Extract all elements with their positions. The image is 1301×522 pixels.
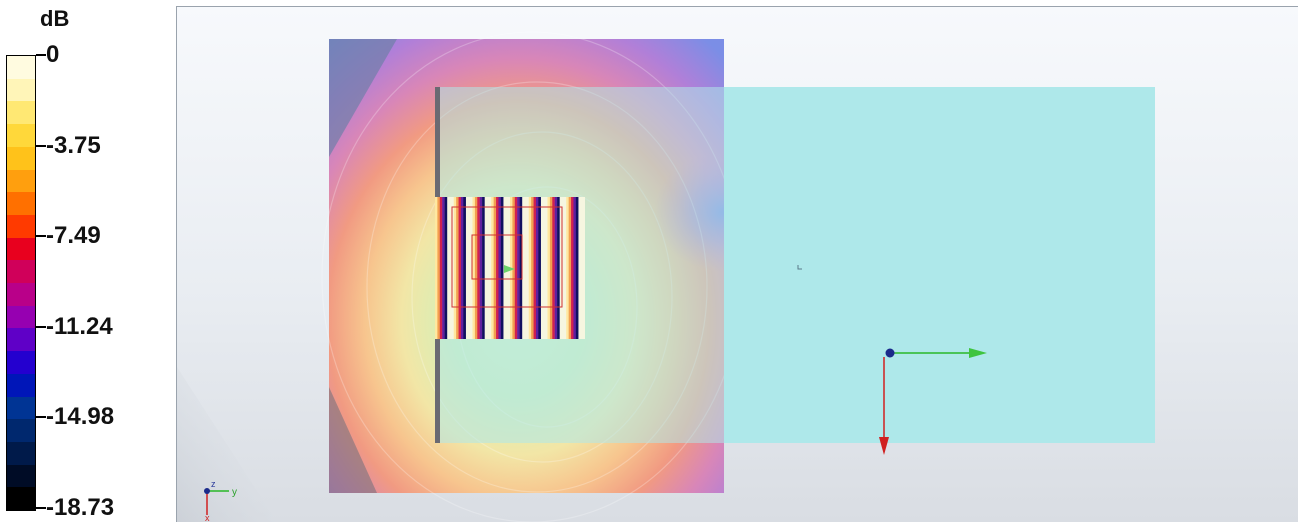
- legend-tick-label: -18.73: [46, 494, 115, 521]
- 3d-viewport[interactable]: y z x: [176, 6, 1298, 522]
- ground-shadow: [177, 367, 277, 522]
- array-stripe: [533, 197, 537, 339]
- local-axis-triad: [879, 348, 987, 455]
- axis-z-label: z: [211, 479, 216, 489]
- array-stripe: [482, 197, 485, 339]
- legend-band: [7, 487, 35, 511]
- antenna-array: [435, 197, 585, 339]
- color-legend: dB 0 -3.75 -7.49 -11.24 -14.98 -18.73: [0, 0, 170, 521]
- legend-band: [7, 78, 35, 102]
- array-stripe: [456, 197, 459, 339]
- array-stripe: [566, 197, 569, 339]
- legend-band: [7, 192, 35, 216]
- array-stripe: [491, 197, 494, 339]
- legend-band: [7, 214, 35, 238]
- array-stripe: [573, 197, 577, 339]
- array-stripe: [517, 197, 520, 339]
- legend-tick-label: 0: [46, 41, 60, 68]
- array-stripe: [514, 197, 518, 339]
- field-scene: y z x: [177, 31, 1155, 522]
- array-stripe: [458, 197, 462, 339]
- legend-band: [7, 169, 35, 193]
- array-stripe: [479, 197, 483, 339]
- legend-tick: [36, 416, 46, 419]
- legend-band: [7, 351, 35, 375]
- array-stripe: [552, 197, 555, 339]
- array-stripe: [453, 197, 457, 339]
- array-stripe: [538, 197, 541, 339]
- array-stripe: [442, 197, 445, 339]
- array-stripe: [435, 197, 438, 339]
- legend-tick: [36, 507, 46, 509]
- array-stripe: [519, 197, 523, 339]
- legend-tick: [36, 54, 46, 56]
- array-stripe: [463, 197, 466, 339]
- array-outline-inner: [471, 234, 523, 280]
- array-stripe: [437, 197, 440, 339]
- feed-marker: [504, 265, 515, 273]
- global-axis-indicator: y z x: [204, 479, 237, 522]
- legend-tick: [36, 144, 46, 147]
- legend-band: [7, 396, 35, 420]
- array-stripe: [439, 197, 443, 339]
- array-stripe: [500, 197, 504, 339]
- legend-tick-label: -7.49: [46, 222, 101, 250]
- legend-band: [7, 283, 35, 306]
- legend-tick: [36, 235, 46, 238]
- array-stripe: [477, 197, 480, 339]
- legend-tick-label: -14.98: [46, 403, 115, 431]
- legend-band: [7, 305, 35, 329]
- cursor-mark: [797, 265, 802, 270]
- legend-unit-label: dB: [40, 6, 70, 31]
- array-stripe: [575, 197, 579, 339]
- array-stripe: [568, 197, 572, 339]
- legend-band: [7, 56, 35, 79]
- legend-color-bar: [6, 55, 36, 511]
- array-stripe: [444, 197, 448, 339]
- legend-band: [7, 328, 35, 352]
- array-stripe: [554, 197, 558, 339]
- axis-x-label: x: [205, 513, 210, 522]
- legend-band: [7, 373, 35, 397]
- legend-band: [7, 441, 35, 465]
- axis-y-label: y: [232, 487, 237, 498]
- legend-band: [7, 464, 35, 488]
- legend-band: [7, 419, 35, 443]
- array-stripe: [528, 197, 532, 339]
- array-stripe: [472, 197, 476, 339]
- ground-plane-solid: [724, 87, 1155, 443]
- array-stripe: [498, 197, 502, 339]
- legend-tick-label: -3.75: [46, 131, 101, 159]
- array-stripe: [474, 197, 478, 339]
- array-stripe: [535, 197, 539, 339]
- array-stripe: [549, 197, 553, 339]
- array-stripe: [531, 197, 534, 339]
- array-stripe: [571, 197, 574, 339]
- array-outline-outer: [451, 206, 563, 308]
- array-stripe: [557, 197, 560, 339]
- legend-tick-label: -11.24: [46, 312, 113, 340]
- array-stripe: [493, 197, 497, 339]
- legend-band: [7, 124, 35, 148]
- array-stripe: [496, 197, 499, 339]
- array-stripe: [547, 197, 551, 339]
- legend-band: [7, 237, 35, 261]
- legend-band: [7, 260, 35, 284]
- array-stripe: [512, 197, 515, 339]
- legend-band: [7, 101, 35, 125]
- legend-tick: [36, 325, 46, 328]
- legend-band: [7, 146, 35, 170]
- array-stripe: [460, 197, 464, 339]
